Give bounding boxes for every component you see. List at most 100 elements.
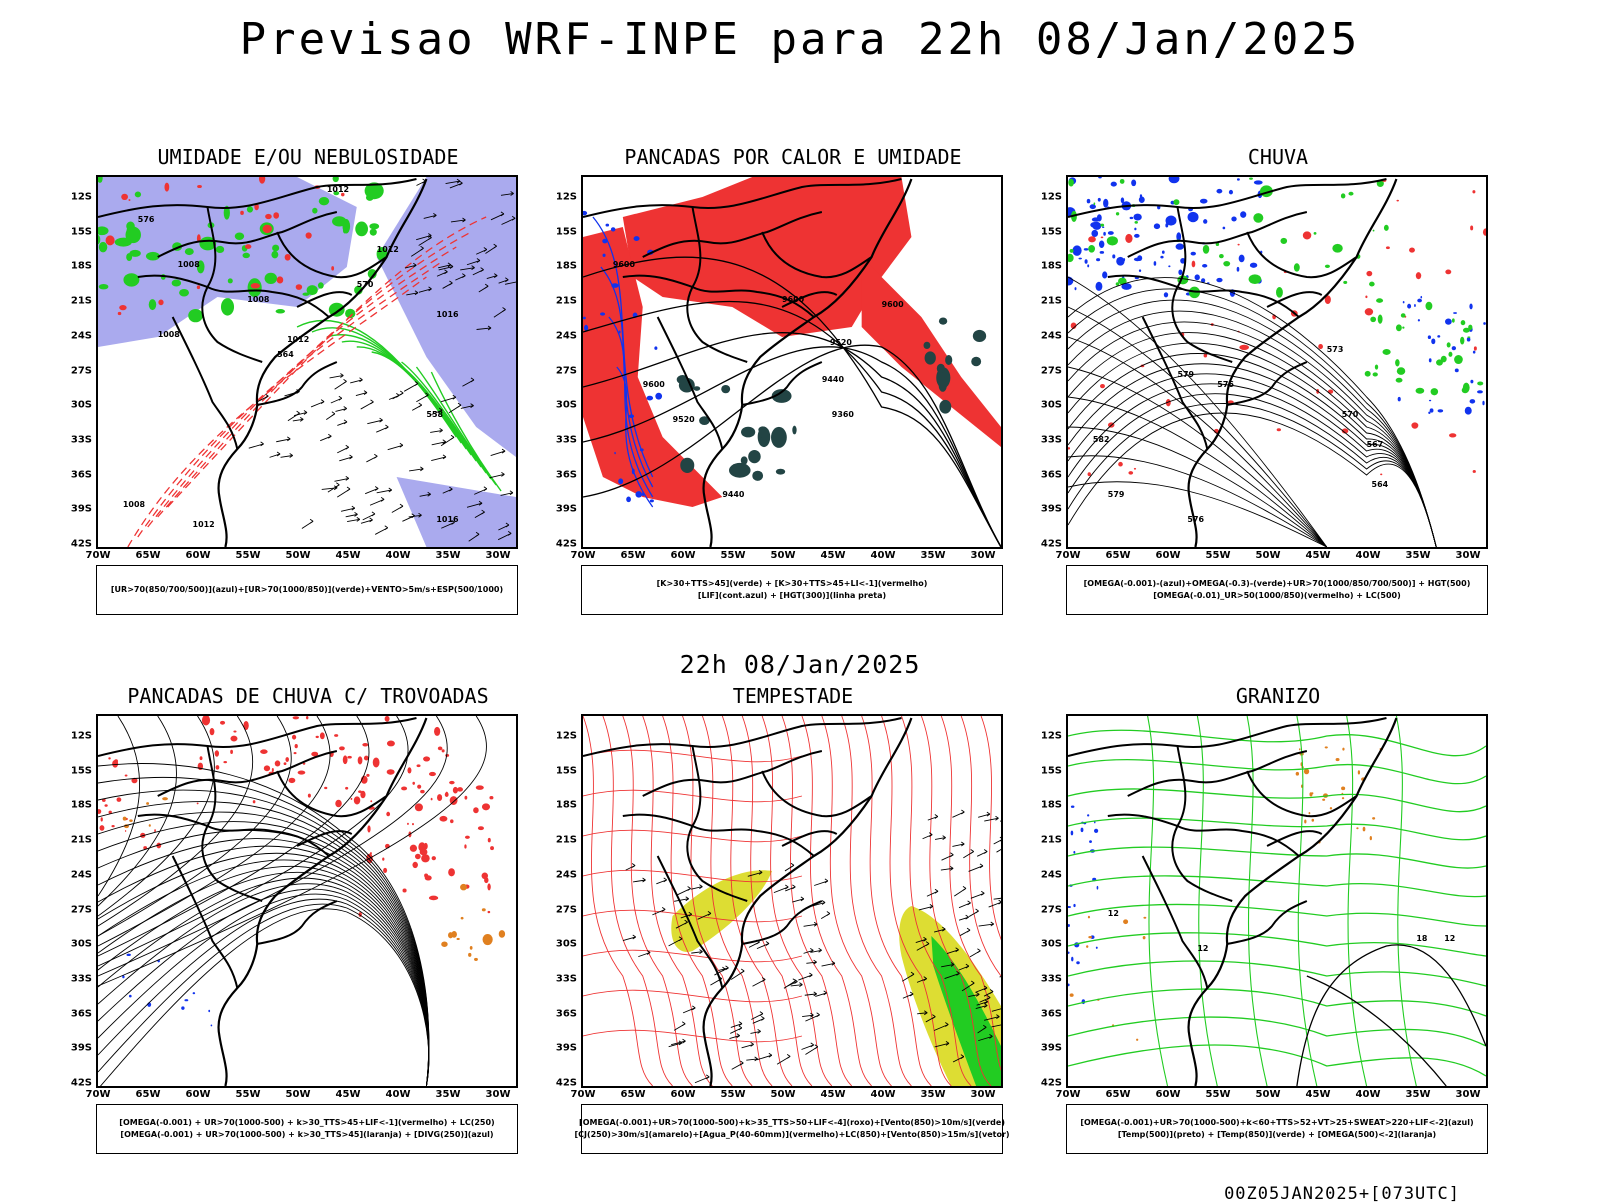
legend-line: [LIF](cont.azul) + [HGT(300)](linha pret… (697, 591, 887, 600)
latitude-tick-label: 36S (70, 1008, 92, 1020)
longitude-tick-label: 70W (85, 1089, 111, 1100)
contour-label: 1012 (193, 520, 215, 529)
latitude-tick-label: 33S (70, 973, 92, 985)
longitude-tick-label: 55W (720, 1089, 746, 1100)
forecast-map (96, 714, 518, 1088)
longitude-tick-label: 35W (435, 550, 461, 561)
longitude-axis: 70W 65W 60W 55W 50W 45W 40W 35W 30W (86, 549, 518, 563)
latitude-tick-label: 42S (555, 1077, 577, 1089)
longitude-tick-label: 60W (670, 550, 696, 561)
longitude-tick-label: 60W (670, 1089, 696, 1100)
latitude-axis: 12S 15S 18S 21S 24S 27S 30S 33S 36S 39S 42S (1020, 175, 1064, 550)
longitude-tick-label: 45W (820, 550, 846, 561)
longitude-tick-label: 30W (485, 1089, 511, 1100)
latitude-axis: 12S 15S 18S 21S 24S 27S 30S 33S 36S 39S 42S (535, 175, 579, 550)
longitude-axis: 70W 65W 60W 55W 50W 45W 40W 35W 30W (1056, 1088, 1488, 1102)
latitude-tick-label: 12S (555, 730, 577, 742)
contour-label: 9520 (830, 338, 853, 347)
latitude-tick-label: 30S (555, 399, 577, 411)
panel-granizo: GRANIZO 12S 15S 18S 21S 24S 27S 30S 33S 36S 39S 42S… (1020, 684, 1490, 1184)
longitude-tick-label: 45W (1305, 550, 1331, 561)
contour-label: 573 (1327, 345, 1344, 354)
longitude-tick-label: 55W (720, 550, 746, 561)
contour-label: 564 (1372, 480, 1389, 489)
panel-legend: [OMEGA(-0.001)+UR>70(1000-500)+k<60+TTS>… (1066, 1104, 1488, 1154)
latitude-tick-label: 18S (555, 799, 577, 811)
panel-title: GRANIZO (1235, 684, 1321, 708)
longitude-tick-label: 70W (570, 1089, 596, 1100)
contour-label: 9600 (643, 380, 666, 389)
map-layers (583, 716, 1001, 1086)
map-layers: 18 12 12 12 (1068, 716, 1486, 1086)
latitude-tick-label: 15S (1040, 765, 1062, 777)
latitude-tick-label: 42S (1040, 1077, 1062, 1089)
contour-label: 576 (138, 215, 155, 224)
contour-label: 558 (426, 410, 443, 419)
longitude-tick-label: 70W (1055, 550, 1081, 561)
longitude-tick-label: 30W (485, 550, 511, 561)
panel-tempestade: TEMPESTADE 12S 15S 18S 21S 24S 27S 30S 33S 36S 39S… (535, 684, 1010, 1184)
latitude-tick-label: 21S (70, 295, 92, 307)
forecast-map: 9600 9600 9600 9520 9440 9360 9520 9440 9600 (581, 175, 1003, 549)
latitude-tick-label: 36S (555, 1008, 577, 1020)
longitude-tick-label: 60W (1155, 550, 1181, 561)
longitude-axis: 70W 65W 60W 55W 50W 45W 40W 35W 30W (86, 1088, 518, 1102)
longitude-tick-label: 55W (235, 550, 261, 561)
longitude-tick-label: 40W (870, 1089, 896, 1100)
latitude-tick-label: 24S (555, 330, 577, 342)
longitude-tick-label: 60W (185, 550, 211, 561)
longitude-tick-label: 70W (1055, 1089, 1081, 1100)
legend-line: [UR>70(850/700/500)](azul)+[UR>70(1000/8… (110, 585, 504, 594)
latitude-tick-label: 27S (1040, 365, 1062, 376)
latitude-tick-label: 12S (70, 191, 92, 203)
longitude-tick-label: 30W (970, 1089, 996, 1100)
latitude-tick-label: 39S (1040, 1042, 1062, 1054)
longitude-tick-label: 50W (770, 550, 796, 561)
longitude-tick-label: 50W (285, 550, 311, 561)
latitude-tick-label: 24S (1040, 869, 1062, 881)
longitude-tick-label: 45W (1305, 1089, 1331, 1100)
longitude-tick-label: 55W (1205, 1089, 1231, 1100)
forecast-map: 579 576 573 570 567 564 582 579 576 (1066, 175, 1488, 549)
latitude-axis: 12S 15S 18S 21S 24S 27S 30S 33S 36S 39S 42S (50, 175, 94, 550)
latitude-tick-label: 24S (1040, 330, 1062, 342)
contour-label: 1012 (377, 245, 399, 254)
contour-label: 9440 (722, 490, 745, 499)
legend-line: [OMEGA(-0.001) + UR>70(1000-500) + k>30_… (120, 1130, 494, 1139)
contour-label: 1008 (247, 295, 270, 304)
legend-line: [K>30+TTS>45](verde) + [K>30+TTS>45+LI<-… (656, 579, 928, 588)
longitude-tick-label: 55W (1205, 550, 1231, 561)
latitude-tick-label: 42S (555, 538, 577, 550)
legend-line: [OMEGA(-0.01)_UR>50(1000/850)(vermelho) … (1153, 591, 1401, 600)
longitude-tick-label: 65W (620, 550, 646, 561)
contour-label: 12 (1444, 934, 1455, 943)
map-layers: 1012 1008 1008 1008 1012 1016 1012 576 570 564 558… (98, 177, 516, 547)
latitude-tick-label: 27S (70, 904, 92, 915)
latitude-tick-label: 12S (70, 730, 92, 742)
contour-label: 576 (1187, 515, 1204, 524)
forecast-map: 18 12 12 12 (1066, 714, 1488, 1088)
run-timestamp: 00Z05JAN2025+[073UTC] (1224, 1184, 1460, 1204)
latitude-tick-label: 15S (555, 765, 577, 777)
panel-pancadas-trovoadas: PANCADAS DE CHUVA C/ TROVOADAS 12S 15S 18S 2… (50, 684, 520, 1184)
panel-title: TEMPESTADE (732, 684, 854, 708)
latitude-tick-label: 15S (1040, 226, 1062, 238)
page-title: Previsao WRF-INPE para 22h 08/Jan/2025 (239, 14, 1361, 65)
longitude-tick-label: 35W (920, 1089, 946, 1100)
longitude-tick-label: 35W (1405, 550, 1431, 561)
contour-label: 582 (1093, 435, 1110, 444)
latitude-tick-label: 18S (555, 260, 577, 272)
longitude-tick-label: 65W (135, 1089, 161, 1100)
panel-legend: [OMEGA(-0.001)+UR>70(1000-500)+k>35_TTS>… (574, 1104, 1010, 1154)
latitude-tick-label: 18S (70, 260, 92, 272)
longitude-tick-label: 35W (920, 550, 946, 561)
longitude-tick-label: 50W (1255, 1089, 1281, 1100)
contour-label: 18 (1416, 934, 1428, 943)
latitude-tick-label: 30S (1040, 938, 1062, 950)
latitude-tick-label: 33S (555, 973, 577, 985)
latitude-tick-label: 18S (1040, 799, 1062, 811)
panel-title: PANCADAS DE CHUVA C/ TROVOADAS (127, 684, 489, 708)
middle-date-label: 22h 08/Jan/2025 (679, 650, 921, 679)
latitude-tick-label: 18S (1040, 260, 1062, 272)
contour-label: 9600 (613, 260, 636, 269)
